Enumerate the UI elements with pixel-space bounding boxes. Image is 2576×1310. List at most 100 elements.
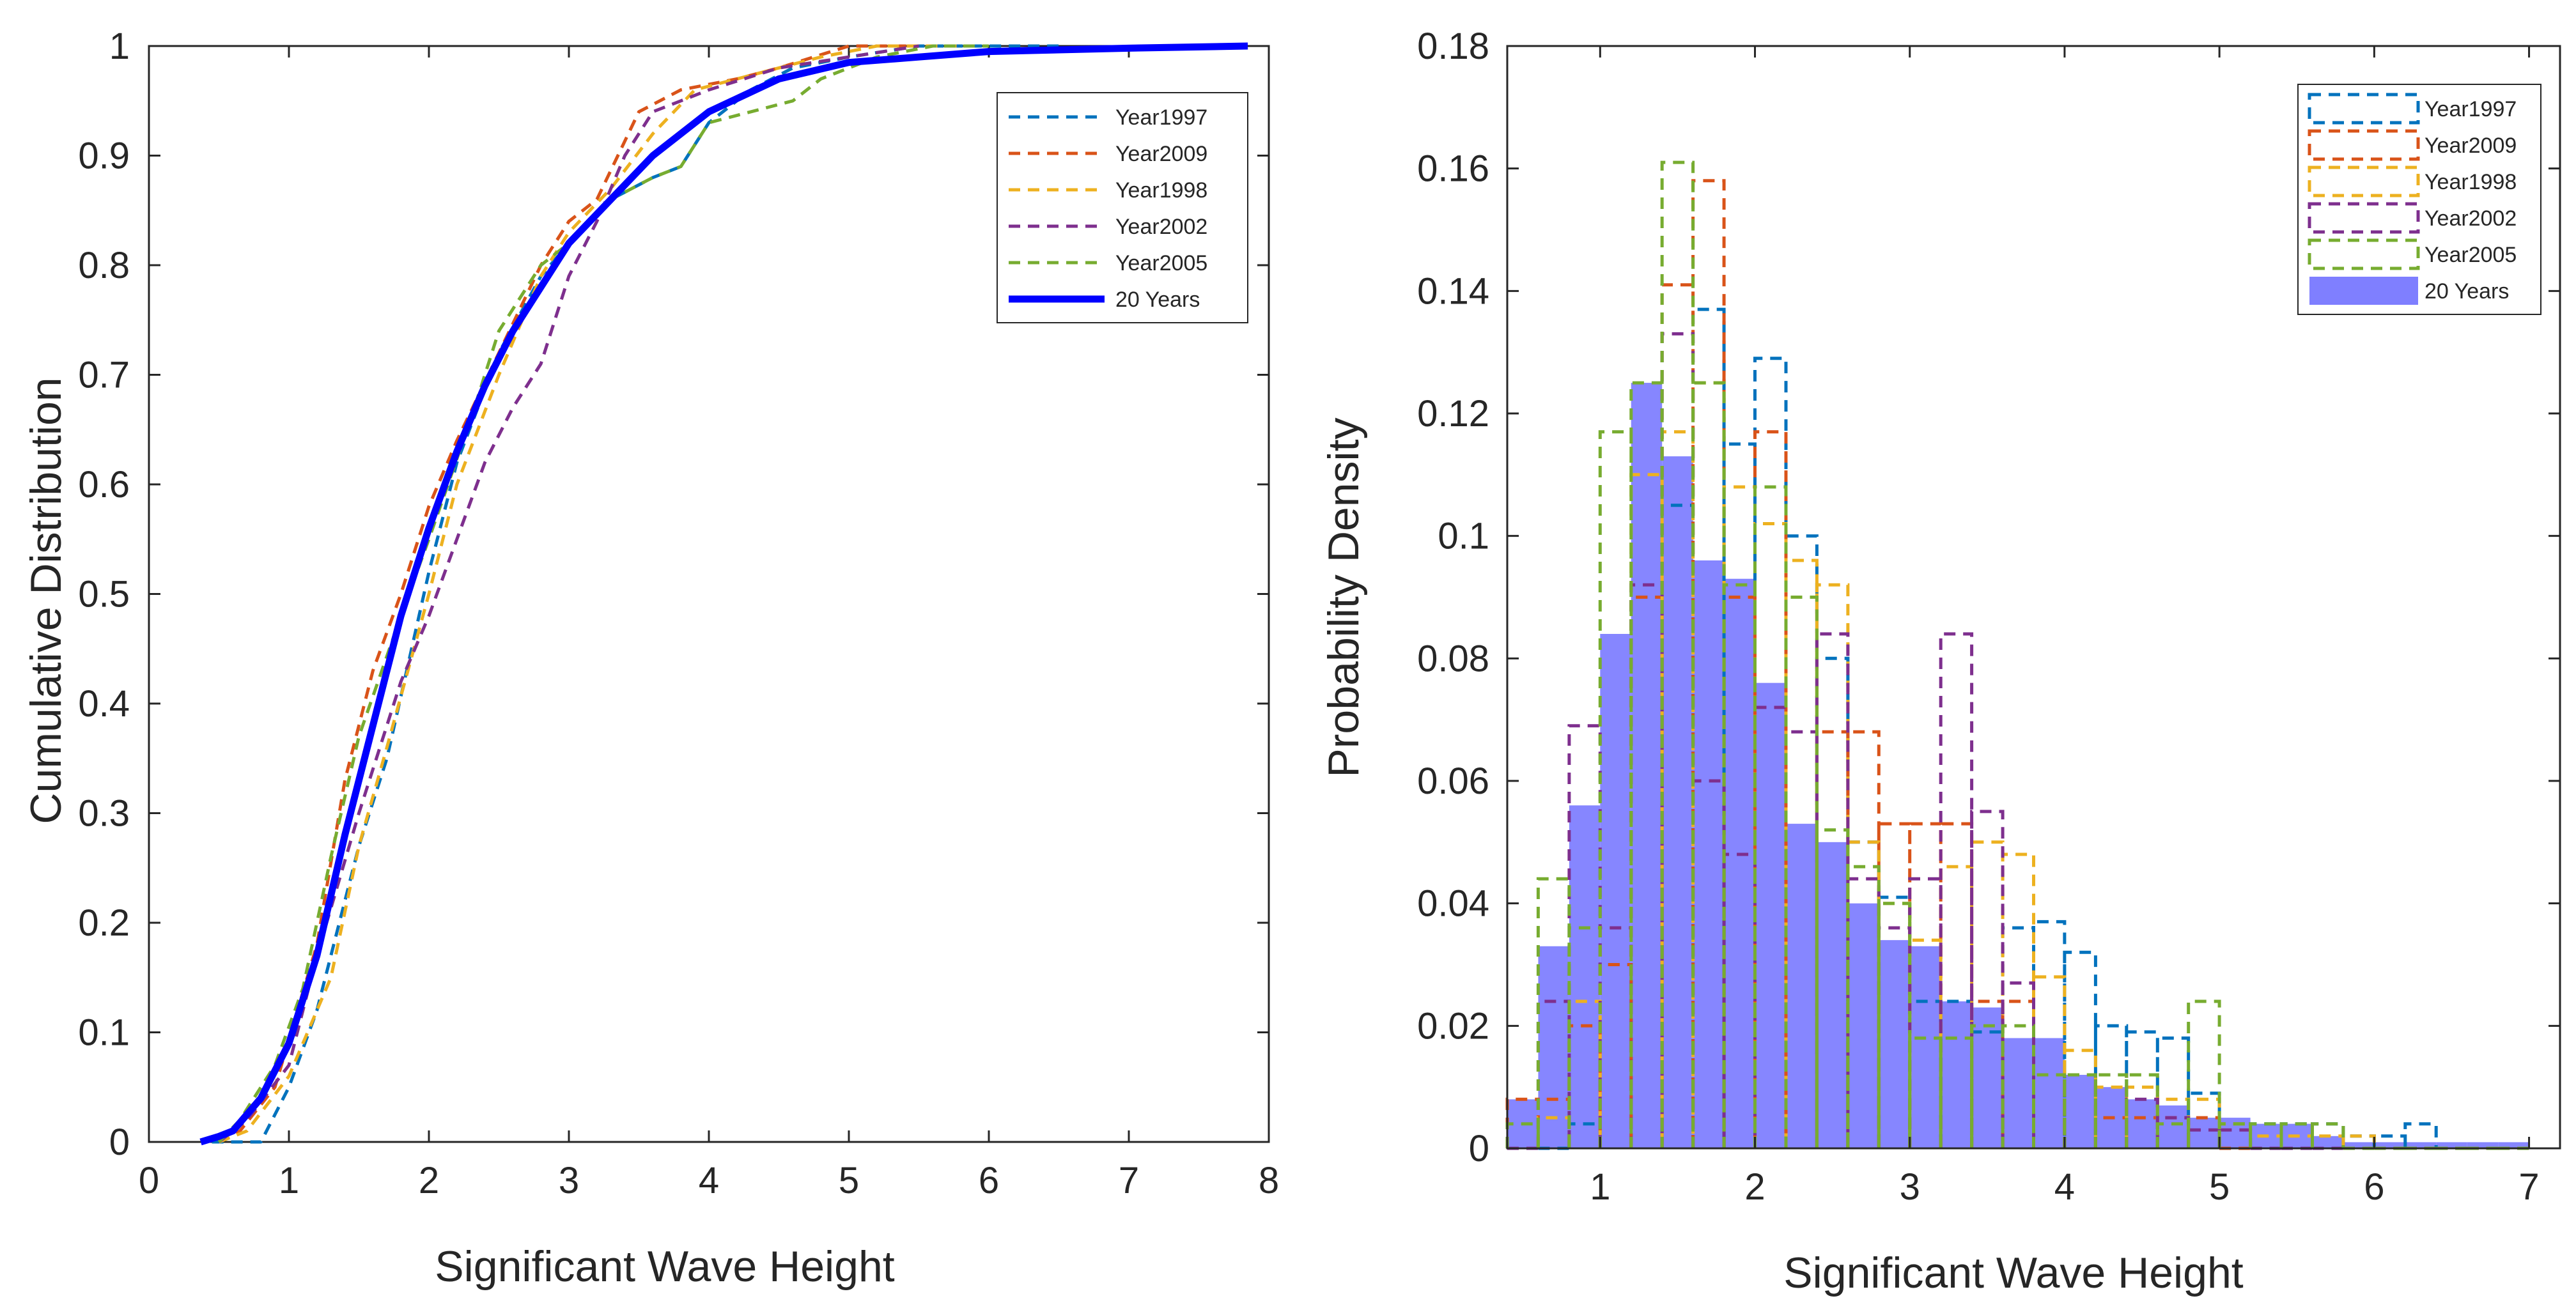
pdf-bar-20-years	[2188, 1118, 2220, 1148]
pdf-bar-20-years	[2374, 1142, 2405, 1148]
pdf-bar-20-years	[1538, 946, 1569, 1148]
pdf-bar-20-years	[1662, 456, 1693, 1149]
pdf-bar-20-years	[1971, 1007, 2003, 1148]
cdf-series-line-year2002	[217, 44, 919, 1143]
cdf-y-tick-label: 0.9	[78, 135, 130, 177]
pdf-bar-20-years	[2126, 1099, 2158, 1148]
pdf-y-tick-label: 0.18	[1417, 26, 1489, 67]
pdf-legend-label-year2005: Year2005	[2425, 243, 2517, 267]
cdf-x-tick-label: 7	[1119, 1160, 1139, 1201]
pdf-bar-20-years	[2498, 1142, 2529, 1148]
pdf-y-tick-label: 0.12	[1417, 393, 1489, 435]
pdf-histogram-chart: 1 2 3 4 5 6 7 0 0.02 0.04 0.06 0.08 0.1 0.12 0.14 0.16 0…	[1319, 26, 2561, 1297]
pdf-bar-20-years	[1909, 946, 1941, 1148]
pdf-x-tick-label: 5	[2209, 1166, 2230, 1208]
pdf-bar-20-years	[1879, 940, 1910, 1148]
pdf-x-tick-label: 2	[1744, 1166, 1765, 1208]
pdf-y-tick-label: 0.06	[1417, 760, 1489, 802]
cdf-x-tick-label: 5	[839, 1160, 859, 1201]
cdf-legend-label-year2002: Year2002	[1115, 215, 1207, 239]
pdf-bar-20-years	[1847, 903, 1879, 1148]
cdf-series-line-20-years	[199, 42, 1248, 1146]
pdf-x-tick-label: 6	[2364, 1166, 2384, 1208]
cdf-y-tick-label: 0.8	[78, 245, 130, 286]
pdf-bar-20-years	[2467, 1142, 2499, 1148]
pdf-bar-20-years	[1817, 842, 1848, 1148]
cdf-legend-label-year1998: Year1998	[1115, 178, 1207, 203]
pdf-legend-swatch-year1997	[2308, 93, 2420, 125]
pdf-tick-labels: 1 2 3 4 5 6 7 0 0.02 0.04 0.06 0.08 0.1 0.12 0.14 0.16 0…	[1417, 26, 2540, 1208]
cdf-x-axis-label: Significant Wave Height	[435, 1242, 894, 1291]
pdf-x-tick-label: 4	[2054, 1166, 2075, 1208]
pdf-y-tick-label: 0	[1469, 1128, 1489, 1169]
pdf-legend-label-year1998: Year1998	[2425, 170, 2517, 194]
cdf-x-tick-label: 3	[559, 1160, 579, 1201]
pdf-x-tick-label: 3	[1900, 1166, 1920, 1208]
pdf-bar-20-years	[2064, 1075, 2096, 1148]
cdf-legend-box	[997, 92, 1248, 323]
cdf-x-tick-label: 4	[699, 1160, 719, 1201]
pdf-bar-20-years	[2157, 1105, 2189, 1148]
pdf-bar-20-years	[1569, 805, 1601, 1148]
cdf-y-tick-label: 0.7	[78, 355, 130, 396]
pdf-legend-swatch-20-years	[2309, 277, 2418, 305]
pdf-legend-label-year2009: Year2009	[2425, 134, 2517, 158]
pdf-bar-20-years	[2003, 1038, 2034, 1148]
pdf-series-stairs-year2002	[1507, 332, 2529, 1150]
pdf-bar-20-years	[2343, 1142, 2375, 1148]
cdf-legend-label-year2005: Year2005	[1115, 251, 1207, 275]
cdf-chart: 0 1 2 3 4 5 6 7 8 0 0.1 0.2 0.3 0.4 0.5 0.6 0.7 0.8 0.9 1 S…	[22, 26, 1279, 1291]
pdf-legend-swatch-year2005	[2308, 238, 2420, 270]
cdf-x-tick-label: 6	[979, 1160, 999, 1201]
cdf-legend-label-year2009: Year2009	[1115, 142, 1207, 166]
cdf-y-tick-label: 0	[109, 1121, 130, 1163]
pdf-legend-label-20-years: 20 Years	[2425, 279, 2509, 304]
cdf-y-axis-label: Cumulative Distribution	[22, 377, 70, 824]
pdf-bar-20-years	[1785, 824, 1817, 1148]
pdf-bar-20-years	[1941, 1001, 1972, 1148]
cdf-x-tick-label: 8	[1259, 1160, 1279, 1201]
cdf-legend: Year1997 Year2009 Year1998 Year2002 Year2005…	[997, 92, 1248, 323]
pdf-bar-20-years	[1755, 682, 1786, 1148]
pdf-legend-swatch-year1998	[2308, 166, 2420, 197]
cdf-y-tick-label: 0.6	[78, 464, 130, 505]
cdf-y-tick-label: 0.2	[78, 902, 130, 944]
pdf-y-tick-label: 0.08	[1417, 638, 1489, 679]
pdf-series-stairs-year2005	[1505, 160, 2529, 1150]
pdf-x-tick-label: 7	[2518, 1166, 2539, 1208]
pdf-bar-20-years	[1600, 634, 1631, 1148]
pdf-y-tick-label: 0.04	[1417, 883, 1489, 925]
cdf-legend-label-year1997: Year1997	[1115, 105, 1207, 130]
cdf-y-tick-label: 1	[109, 26, 130, 67]
cdf-y-tick-label: 0.3	[78, 793, 130, 835]
pdf-bar-20-years	[1631, 383, 1663, 1149]
cdf-y-tick-label: 0.1	[78, 1012, 130, 1054]
pdf-y-tick-label: 0.14	[1417, 270, 1489, 312]
pdf-legend-swatch-year2002	[2308, 202, 2420, 234]
cdf-tick-labels: 0 1 2 3 4 5 6 7 8 0 0.1 0.2 0.3 0.4 0.5 0.6 0.7 0.8 0.9 1	[78, 26, 1279, 1201]
pdf-y-axis-label: Probability Density	[1319, 417, 1368, 777]
cdf-y-tick-label: 0.5	[78, 574, 130, 615]
cdf-x-tick-label: 1	[279, 1160, 299, 1201]
cdf-x-tick-label: 2	[419, 1160, 439, 1201]
pdf-legend-label-year2002: Year2002	[2425, 206, 2517, 231]
pdf-bar-20-years	[2405, 1142, 2437, 1148]
cdf-y-tick-label: 0.4	[78, 683, 130, 725]
pdf-x-tick-label: 1	[1590, 1166, 1610, 1208]
pdf-axes-box	[1506, 45, 2561, 1150]
pdf-legend-label-year1997: Year1997	[2425, 97, 2517, 121]
pdf-bar-20-years	[2312, 1136, 2343, 1148]
pdf-bar-20-years	[2436, 1142, 2467, 1148]
pdf-series-stairs-year2009	[1505, 179, 2529, 1150]
pdf-bar-20-years	[1724, 578, 1755, 1148]
pdf-y-tick-label: 0.02	[1417, 1005, 1489, 1047]
pdf-x-axis-label: Significant Wave Height	[1783, 1249, 2243, 1297]
pdf-y-tick-label: 0.16	[1417, 148, 1489, 190]
pdf-legend-swatch-year2009	[2308, 129, 2420, 161]
pdf-bar-20-years	[2033, 1038, 2065, 1148]
pdf-y-tick-label: 0.1	[1438, 516, 1489, 557]
cdf-series-line-year1998	[218, 44, 961, 1144]
cdf-x-tick-label: 0	[139, 1160, 159, 1201]
pdf-legend: Year1997 Year2009 Year1998 Year2002 Year2005…	[2297, 84, 2541, 315]
